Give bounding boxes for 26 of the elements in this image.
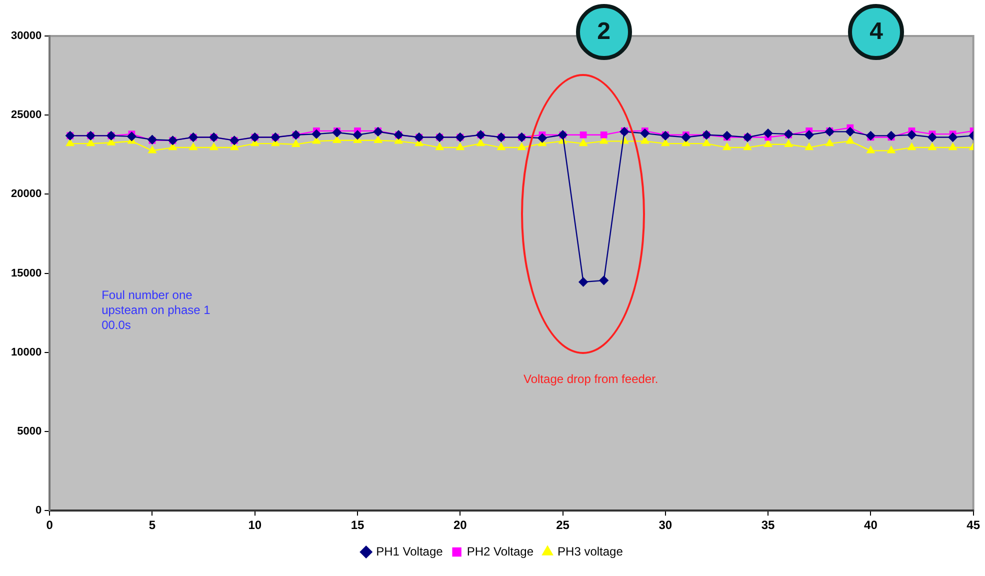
x-tick-label: 20 <box>453 518 468 532</box>
y-tick-label: 20000 <box>10 188 42 200</box>
y-tick-label: 30000 <box>10 30 42 42</box>
annotation: 4 <box>870 18 883 46</box>
x-tick-label: 30 <box>658 518 672 532</box>
x-tick-label: 10 <box>248 518 262 532</box>
y-tick-label: 10000 <box>10 346 42 358</box>
y-tick-label: 25000 <box>10 109 42 122</box>
annotation: 2 <box>597 18 610 46</box>
legend-label: PH3 voltage <box>558 544 624 558</box>
annotation: Voltage drop from feeder. <box>524 372 658 386</box>
circle-icon: 4 <box>848 4 904 60</box>
legend-label: PH2 Voltage <box>466 544 534 558</box>
annotation: Foul number one upsteam on phase 1 00.0s <box>102 288 212 333</box>
legend-label: PH1 Voltage <box>376 544 444 558</box>
x-tick-label: 45 <box>966 518 980 532</box>
y-tick-label: 5000 <box>17 426 42 438</box>
circle-icon: 2 <box>576 4 632 60</box>
y-tick-label: 15000 <box>10 267 42 280</box>
x-tick-label: 0 <box>46 518 54 532</box>
x-tick-label: 40 <box>864 518 878 532</box>
x-tick-label: 5 <box>148 518 156 532</box>
y-tick-label: 0 <box>35 504 42 517</box>
x-tick-label: 25 <box>556 518 570 532</box>
x-tick-label: 35 <box>761 518 776 532</box>
x-tick-label: 15 <box>350 518 364 532</box>
